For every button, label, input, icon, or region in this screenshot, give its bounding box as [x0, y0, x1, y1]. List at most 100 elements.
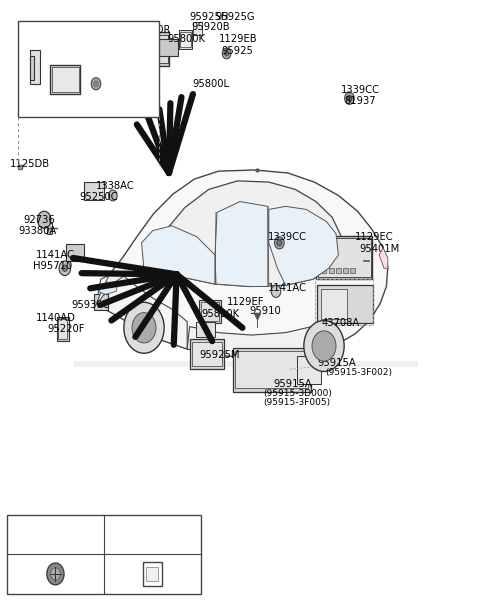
Text: 1129EF: 1129EF: [227, 297, 264, 307]
Text: 95850A: 95850A: [79, 22, 118, 32]
Bar: [66, 244, 84, 261]
Bar: [47, 223, 52, 234]
Bar: [58, 319, 67, 339]
Bar: [52, 67, 79, 92]
Text: 1141AC: 1141AC: [268, 283, 307, 293]
Text: 95800K: 95800K: [167, 35, 205, 44]
Circle shape: [62, 265, 67, 271]
Polygon shape: [269, 206, 338, 285]
Circle shape: [91, 78, 101, 90]
Text: 1125DB: 1125DB: [10, 159, 50, 169]
Text: 95250C: 95250C: [79, 192, 118, 202]
Text: (95915-3F005): (95915-3F005): [263, 398, 330, 407]
Bar: [235, 351, 308, 388]
Bar: [143, 562, 162, 586]
Circle shape: [304, 320, 344, 371]
Bar: [196, 322, 215, 337]
Text: 95925M: 95925M: [199, 350, 240, 360]
Circle shape: [59, 261, 71, 276]
Bar: [321, 289, 347, 319]
Text: 95220F: 95220F: [47, 324, 84, 334]
Polygon shape: [142, 226, 215, 284]
Polygon shape: [379, 248, 388, 268]
Text: 1141AC: 1141AC: [36, 250, 75, 260]
Text: 95800R: 95800R: [132, 25, 170, 35]
Circle shape: [94, 81, 98, 87]
Text: 1140AD: 1140AD: [36, 313, 76, 323]
Bar: [158, 39, 178, 56]
Bar: [329, 268, 334, 273]
Circle shape: [132, 313, 156, 343]
Text: 81937: 81937: [345, 97, 376, 106]
Text: H95710: H95710: [33, 261, 72, 271]
Circle shape: [225, 51, 228, 56]
Bar: [316, 236, 372, 279]
Bar: [84, 182, 104, 200]
Bar: [192, 342, 222, 366]
Bar: [350, 268, 355, 273]
Text: 95915A: 95915A: [318, 358, 357, 368]
Polygon shape: [144, 181, 341, 287]
Bar: [18, 21, 159, 117]
Bar: [126, 35, 168, 63]
Bar: [317, 285, 373, 323]
Polygon shape: [187, 319, 336, 358]
Bar: [146, 567, 158, 582]
Text: 43708A: 43708A: [322, 318, 360, 328]
Polygon shape: [215, 202, 268, 287]
Circle shape: [51, 568, 60, 580]
Bar: [336, 268, 341, 273]
Text: 95925H: 95925H: [190, 12, 229, 22]
Bar: [318, 238, 371, 277]
Text: 93380A: 93380A: [18, 226, 57, 236]
Circle shape: [347, 95, 352, 101]
Bar: [50, 65, 80, 94]
Text: 95915A: 95915A: [274, 379, 312, 388]
Bar: [57, 317, 69, 341]
Text: (95915-3D000): (95915-3D000): [263, 389, 332, 398]
Bar: [322, 268, 326, 273]
Text: 95410L: 95410L: [74, 100, 111, 109]
Polygon shape: [96, 274, 187, 349]
Bar: [201, 302, 219, 321]
Polygon shape: [98, 282, 118, 294]
Circle shape: [47, 563, 64, 585]
Text: 1339CC: 1339CC: [98, 79, 137, 89]
Text: 97693D: 97693D: [43, 54, 83, 64]
Polygon shape: [96, 170, 388, 358]
Bar: [233, 348, 311, 392]
Text: 83397: 83397: [139, 541, 172, 551]
Bar: [315, 279, 373, 325]
Text: 95401M: 95401M: [359, 244, 399, 254]
Text: 39610J: 39610J: [62, 39, 97, 49]
Bar: [190, 339, 224, 369]
Circle shape: [37, 211, 51, 228]
Text: (95915-3F002): (95915-3F002): [325, 368, 393, 377]
Text: 1339CC: 1339CC: [341, 85, 380, 95]
Bar: [193, 22, 202, 35]
Bar: [94, 294, 108, 310]
Circle shape: [277, 240, 282, 246]
Bar: [124, 32, 169, 66]
Circle shape: [275, 237, 284, 249]
Polygon shape: [96, 274, 124, 305]
Circle shape: [108, 190, 117, 201]
Polygon shape: [74, 361, 418, 367]
Circle shape: [312, 331, 336, 361]
Text: 39160: 39160: [65, 66, 96, 75]
Circle shape: [124, 302, 164, 353]
Text: 1129EB: 1129EB: [218, 35, 257, 44]
Text: 95925: 95925: [222, 46, 253, 56]
Bar: [199, 300, 221, 323]
Text: 95930C: 95930C: [71, 300, 109, 310]
Bar: [30, 50, 40, 84]
Text: 1129EC: 1129EC: [355, 232, 394, 242]
Text: 92736: 92736: [23, 215, 55, 225]
Text: 95920B: 95920B: [191, 22, 229, 32]
Circle shape: [222, 48, 231, 59]
Bar: [7, 515, 201, 594]
Bar: [30, 56, 34, 80]
Text: 1338AC: 1338AC: [96, 181, 135, 191]
Bar: [180, 32, 191, 47]
Text: 1310CA: 1310CA: [36, 541, 77, 551]
